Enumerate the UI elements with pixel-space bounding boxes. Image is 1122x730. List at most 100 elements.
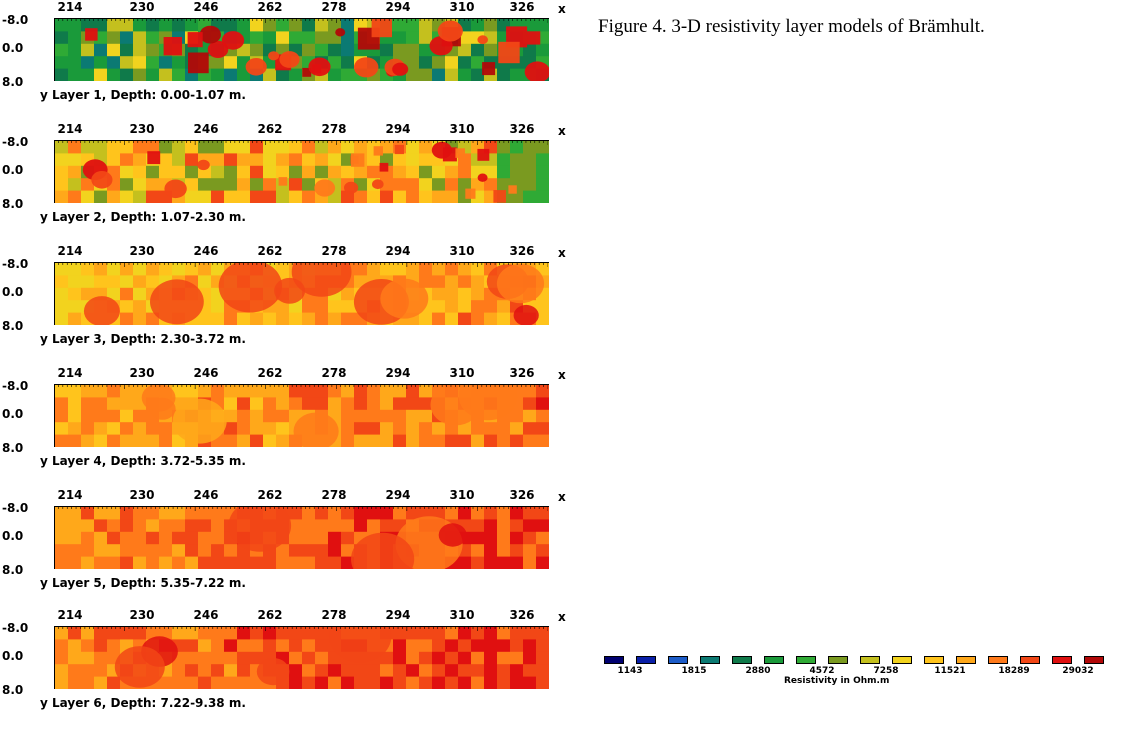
heatmap-cell <box>471 263 485 276</box>
heatmap-cell <box>68 639 82 653</box>
heatmap-cell <box>523 544 537 558</box>
legend-swatch <box>1084 656 1104 664</box>
heatmap-cell <box>419 190 433 203</box>
heatmap-cell <box>224 141 238 154</box>
heatmap-cell <box>250 31 264 45</box>
x-axis-label: x <box>558 246 566 260</box>
heatmap-cell <box>224 56 238 70</box>
heatmap-cell <box>55 153 69 167</box>
heatmap-cell <box>107 397 121 411</box>
heatmap-cell <box>133 153 147 167</box>
heatmap-cell <box>107 385 121 398</box>
heatmap-cell <box>224 312 238 325</box>
heatmap-cell <box>159 556 173 569</box>
heatmap-cell <box>419 312 433 325</box>
heatmap-cell <box>120 263 134 276</box>
heatmap-cell <box>510 676 524 689</box>
heatmap-cell <box>211 507 225 520</box>
heatmap-cell <box>341 385 355 398</box>
heatmap-cell <box>393 409 407 423</box>
heatmap-cell <box>328 676 342 689</box>
heatmap-cell <box>263 385 277 398</box>
heatmap-cell <box>341 287 355 301</box>
heatmap-cell <box>120 31 134 45</box>
heatmap-cell <box>120 531 134 545</box>
heatmap-cell <box>328 664 342 678</box>
heatmap-cell <box>81 507 95 520</box>
heatmap-cell <box>120 165 134 179</box>
heatmap-cell <box>68 263 82 276</box>
heatmap-cell <box>523 556 537 569</box>
y-tick-label: 8.0 <box>2 441 24 455</box>
resistivity-anomaly <box>372 179 384 190</box>
heatmap-cell <box>341 68 355 81</box>
heatmap-cell <box>211 153 225 167</box>
heatmap-cell <box>497 664 511 678</box>
heatmap-cell <box>419 676 433 689</box>
heatmap-cell <box>159 544 173 558</box>
heatmap-cell <box>458 178 472 192</box>
resistivity-anomaly <box>498 41 520 64</box>
heatmap-cell <box>55 178 69 192</box>
x-tick-label: 262 <box>257 244 283 258</box>
heatmap-cell <box>133 409 147 423</box>
y-axis-label: y <box>40 576 48 590</box>
heatmap-cell <box>302 19 316 32</box>
heatmap-cell <box>328 300 342 314</box>
heatmap-cell <box>419 56 433 70</box>
legend-value: 7258 <box>873 666 899 676</box>
legend-swatch <box>764 656 784 664</box>
layer-title: Layer 6, Depth: 7.22-9.38 m. <box>52 696 246 710</box>
heatmap-cell <box>328 397 342 411</box>
heatmap-cell <box>263 422 277 436</box>
resistivity-anomaly <box>431 141 452 159</box>
heatmap-cell <box>354 422 368 436</box>
heatmap-cell <box>68 56 82 70</box>
heatmap-cell <box>536 409 549 423</box>
heatmap-cell <box>497 556 511 569</box>
heatmap-cell <box>276 556 290 569</box>
heatmap-cell <box>406 676 420 689</box>
legend-swatch <box>604 656 624 664</box>
heatmap-cell <box>484 300 498 314</box>
heatmap-cell <box>55 651 69 665</box>
heatmap-cell <box>328 519 342 533</box>
heatmap-cell <box>458 312 472 325</box>
legend-swatch <box>668 656 688 664</box>
resistivity-anomaly <box>527 31 541 45</box>
resistivity-anomaly <box>274 277 306 304</box>
heatmap-cell <box>419 651 433 665</box>
heatmap-cell <box>315 397 329 411</box>
heatmap-cell <box>120 434 134 447</box>
heatmap-cell <box>107 639 121 653</box>
heatmap-cell <box>159 56 173 70</box>
heatmap-cell <box>159 676 173 689</box>
heatmap-cell <box>94 664 108 678</box>
heatmap-cell <box>536 178 549 192</box>
x-axis-label: x <box>558 2 566 16</box>
heatmap-cell <box>107 68 121 81</box>
heatmap-cell <box>536 434 549 447</box>
heatmap-cell <box>406 664 420 678</box>
x-tick-label: 246 <box>193 122 219 136</box>
heatmap-cell <box>133 56 147 70</box>
y-tick-label: 0.0 <box>2 529 24 543</box>
heatmap-cell <box>523 627 537 640</box>
heatmap-cell <box>289 31 303 45</box>
heatmap-cell <box>237 68 251 81</box>
heatmap-cell <box>237 651 251 665</box>
heatmap-cell <box>406 639 420 653</box>
heatmap-cell <box>419 263 433 276</box>
heatmap-cell <box>432 287 446 301</box>
heatmap-cell <box>341 434 355 447</box>
heatmap-cell <box>458 43 472 57</box>
heatmap-cell <box>276 434 290 447</box>
heatmap-cell <box>445 507 459 520</box>
heatmap-cell <box>380 519 394 533</box>
heatmap-cell <box>237 178 251 192</box>
heatmap-cell <box>510 556 524 569</box>
heatmap-cell <box>250 165 264 179</box>
resistivity-anomaly <box>371 19 392 38</box>
heatmap-cell <box>458 275 472 289</box>
heatmap-cell <box>224 627 238 640</box>
